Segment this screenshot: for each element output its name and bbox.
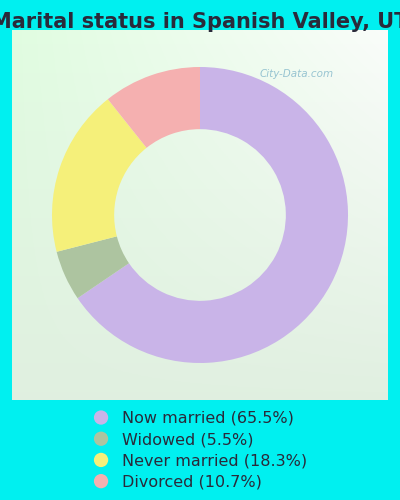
Wedge shape — [57, 236, 129, 298]
Wedge shape — [52, 99, 146, 252]
Text: City-Data.com: City-Data.com — [259, 70, 333, 80]
Legend: Now married (65.5%), Widowed (5.5%), Never married (18.3%), Divorced (10.7%): Now married (65.5%), Widowed (5.5%), Nev… — [87, 404, 313, 496]
Wedge shape — [78, 67, 348, 363]
Wedge shape — [108, 67, 200, 148]
Text: Marital status in Spanish Valley, UT: Marital status in Spanish Valley, UT — [0, 12, 400, 32]
